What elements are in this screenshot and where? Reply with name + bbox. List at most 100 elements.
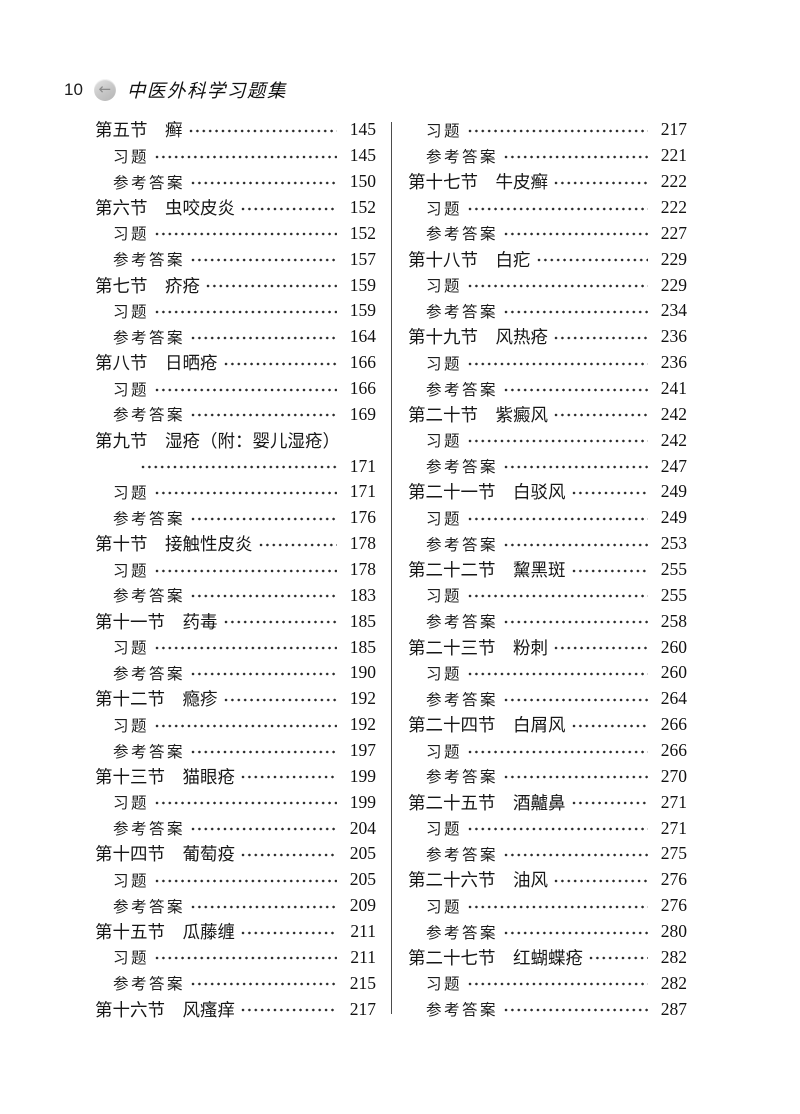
toc-sub-entry[interactable]: 习题 229 xyxy=(408,272,687,298)
toc-section-entry[interactable]: 第十三节 猫眼疮 199 xyxy=(95,763,376,789)
toc-entry-page: 166 xyxy=(349,352,376,373)
toc-section-entry[interactable]: 第二十二节 黧黑斑 255 xyxy=(408,557,687,583)
toc-section-entry[interactable]: 第二十三节 粉刺 260 xyxy=(408,634,687,660)
toc-sub-entry[interactable]: 参考答案 169 xyxy=(95,401,376,427)
dot-leader xyxy=(188,128,337,133)
toc-entry-label: 习题 xyxy=(113,484,150,502)
dot-leader xyxy=(191,180,337,185)
toc-sub-entry[interactable]: 习题 249 xyxy=(408,505,687,531)
toc-sub-entry[interactable]: 习题 199 xyxy=(95,789,376,815)
toc-sub-entry[interactable]: 参考答案 215 xyxy=(95,970,376,996)
toc-sub-entry[interactable]: 习题 171 xyxy=(95,479,376,505)
toc-entry-label: 第十四节 葡萄疫 xyxy=(95,844,235,865)
toc-entry-label: 参考答案 xyxy=(426,846,499,864)
toc-entry-label: 习题 xyxy=(113,872,150,890)
toc-entry-page: 282 xyxy=(660,946,687,967)
dot-leader xyxy=(468,904,648,909)
toc-sub-entry[interactable]: 参考答案 183 xyxy=(95,582,376,608)
toc-section-entry[interactable]: 第七节 疥疮 159 xyxy=(95,272,376,298)
toc-sub-entry[interactable]: 参考答案 270 xyxy=(408,763,687,789)
dot-leader xyxy=(155,723,337,728)
toc-section-entry[interactable]: 第十九节 风热疮 236 xyxy=(408,324,687,350)
toc-section-entry[interactable]: 第十五节 瓜藤缠 211 xyxy=(95,919,376,945)
toc-sub-entry[interactable]: 参考答案 190 xyxy=(95,660,376,686)
toc-sub-entry[interactable]: 习题 178 xyxy=(95,557,376,583)
toc-sub-entry[interactable]: 参考答案 221 xyxy=(408,143,687,169)
toc-sub-entry[interactable]: 习题 159 xyxy=(95,298,376,324)
toc-sub-entry[interactable]: 习题 185 xyxy=(95,634,376,660)
toc-sub-entry[interactable]: 习题 260 xyxy=(408,660,687,686)
toc-section-entry[interactable]: 第八节 日晒疮 166 xyxy=(95,350,376,376)
toc-sub-entry[interactable]: 参考答案 164 xyxy=(95,324,376,350)
toc-continuation-entry[interactable]: 171 xyxy=(95,453,376,479)
toc-section-entry[interactable]: 第十七节 牛皮癣 222 xyxy=(408,169,687,195)
toc-section-entry[interactable]: 第五节 癣 145 xyxy=(95,117,376,143)
toc-entry-page: 215 xyxy=(349,972,376,993)
toc-section-entry[interactable]: 第二十七节 红蝴蝶疮 282 xyxy=(408,945,687,971)
toc-section-entry[interactable]: 第二十一节 白驳风 249 xyxy=(408,479,687,505)
toc-entry-page: 221 xyxy=(660,145,687,166)
toc-sub-entry[interactable]: 习题 192 xyxy=(95,712,376,738)
toc-entry-label: 第二十七节 红蝴蝶疮 xyxy=(408,947,583,968)
dot-leader xyxy=(504,387,648,392)
toc-section-entry[interactable]: 第二十六节 油风 276 xyxy=(408,867,687,893)
toc-sub-entry[interactable]: 参考答案 253 xyxy=(408,531,687,557)
toc-sub-entry[interactable]: 习题 166 xyxy=(95,376,376,402)
toc-sub-entry[interactable]: 参考答案 234 xyxy=(408,298,687,324)
toc-sub-entry[interactable]: 习题 217 xyxy=(408,117,687,143)
toc-section-entry[interactable]: 第十四节 葡萄疫 205 xyxy=(95,841,376,867)
dot-leader xyxy=(155,956,337,961)
toc-section-entry[interactable]: 第六节 虫咬皮炎 152 xyxy=(95,195,376,221)
toc-sub-entry[interactable]: 参考答案 247 xyxy=(408,453,687,479)
toc-entry-label: 习题 xyxy=(426,665,463,683)
toc-entry-label: 参考答案 xyxy=(426,381,499,399)
toc-section-entry[interactable]: 第十一节 药毒 185 xyxy=(95,608,376,634)
toc-sub-entry[interactable]: 习题 271 xyxy=(408,815,687,841)
back-button[interactable]: ← xyxy=(93,79,116,101)
toc-sub-entry[interactable]: 参考答案 204 xyxy=(95,815,376,841)
page-number: 10 xyxy=(64,80,83,99)
toc-sub-entry[interactable]: 习题 266 xyxy=(408,738,687,764)
toc-entry-page: 280 xyxy=(660,921,687,942)
toc-section-entry[interactable]: 第十八节 白疕 229 xyxy=(408,246,687,272)
toc-section-entry[interactable]: 第十节 接触性皮炎 178 xyxy=(95,531,376,557)
toc-sub-entry[interactable]: 参考答案 150 xyxy=(95,169,376,195)
toc-sub-entry[interactable]: 习题 205 xyxy=(95,867,376,893)
toc-entry-label: 习题 xyxy=(113,226,150,244)
toc-sub-entry[interactable]: 习题 236 xyxy=(408,350,687,376)
toc-sub-entry[interactable]: 参考答案 287 xyxy=(408,996,687,1022)
toc-sub-entry[interactable]: 习题 152 xyxy=(95,220,376,246)
toc-sub-entry[interactable]: 参考答案 258 xyxy=(408,608,687,634)
toc-section-entry[interactable]: 第十二节 瘾疹 192 xyxy=(95,686,376,712)
toc-sub-entry[interactable]: 参考答案 275 xyxy=(408,841,687,867)
toc-sub-entry[interactable]: 习题 242 xyxy=(408,427,687,453)
toc-sub-entry[interactable]: 参考答案 176 xyxy=(95,505,376,531)
dot-leader xyxy=(504,697,648,702)
toc-sub-entry[interactable]: 参考答案 157 xyxy=(95,246,376,272)
toc-sub-entry[interactable]: 习题 276 xyxy=(408,893,687,919)
toc-entry-page: 211 xyxy=(350,946,376,967)
toc-sub-entry[interactable]: 参考答案 264 xyxy=(408,686,687,712)
dot-leader xyxy=(468,594,648,599)
toc-entry-page: 190 xyxy=(349,662,376,683)
toc-section-entry[interactable]: 第九节 湿疮（附：婴儿湿疮） xyxy=(95,427,376,453)
toc-sub-entry[interactable]: 参考答案 241 xyxy=(408,376,687,402)
dot-leader xyxy=(191,594,337,599)
toc-entry-label: 参考答案 xyxy=(426,769,499,787)
toc-entry-page: 282 xyxy=(660,972,687,993)
toc-sub-entry[interactable]: 习题 222 xyxy=(408,195,687,221)
toc-section-entry[interactable]: 第二十四节 白屑风 266 xyxy=(408,712,687,738)
toc-sub-entry[interactable]: 习题 282 xyxy=(408,970,687,996)
toc-section-entry[interactable]: 第二十节 紫癜风 242 xyxy=(408,401,687,427)
toc-sub-entry[interactable]: 参考答案 197 xyxy=(95,738,376,764)
toc-sub-entry[interactable]: 习题 145 xyxy=(95,143,376,169)
toc-sub-entry[interactable]: 参考答案 280 xyxy=(408,919,687,945)
toc-sub-entry[interactable]: 参考答案 227 xyxy=(408,220,687,246)
toc-sub-entry[interactable]: 习题 255 xyxy=(408,582,687,608)
toc-entry-page: 176 xyxy=(349,507,376,528)
toc-section-entry[interactable]: 第二十五节 酒齇鼻 271 xyxy=(408,789,687,815)
toc-sub-entry[interactable]: 参考答案 209 xyxy=(95,893,376,919)
book-title: 中医外科学习题集 xyxy=(126,82,287,102)
toc-section-entry[interactable]: 第十六节 风瘙痒 217 xyxy=(95,996,376,1022)
toc-sub-entry[interactable]: 习题 211 xyxy=(95,945,376,971)
